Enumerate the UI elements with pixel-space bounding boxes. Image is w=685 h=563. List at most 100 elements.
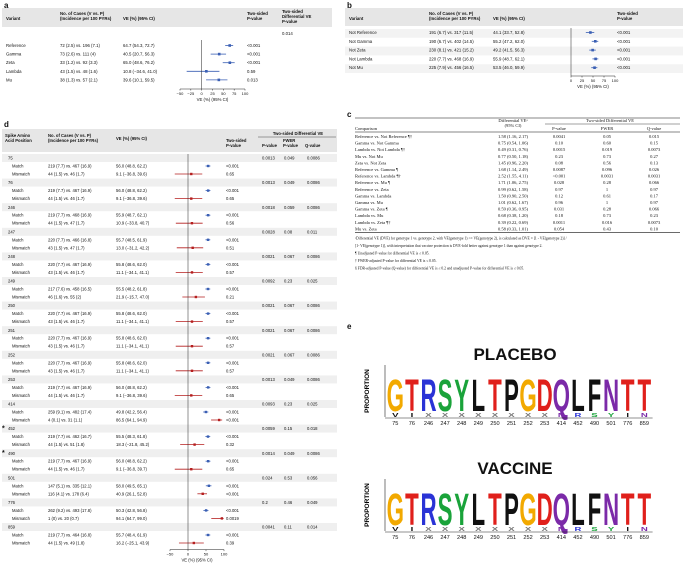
column-header: (Incidence per 100 PYRs) [429, 16, 481, 21]
point-estimate [205, 70, 208, 73]
group-label: Mismatch [12, 467, 31, 472]
p-value: 0.21 [226, 295, 235, 300]
logo-letter: Q [553, 370, 570, 421]
case-count: 219 (7.7) vs. 467 (16.9) [48, 164, 92, 169]
position-tick-label: 490 [590, 421, 599, 427]
case-count: 220 (7.7) vs. 467 (16.9) [48, 360, 92, 365]
logo-minor-letter: X [492, 526, 499, 532]
dve-value: 2.52 (1.55, 4.11) [498, 174, 528, 180]
position-number: 501 [8, 475, 16, 480]
column-header: Two-sided Differential VE [273, 131, 323, 136]
fwer-value: 0.11 [284, 525, 293, 530]
q-value: 0.0086 [307, 303, 320, 308]
q-value: 0.10 [650, 226, 659, 231]
dve-value: 1.50 (0.90, 2.50) [498, 193, 528, 199]
column-header: Two-sided [617, 11, 638, 16]
ve-estimate: 9.1 (−36.8, 39.7) [116, 467, 147, 472]
dve-value: 1.58 (1.16, 2.17) [498, 134, 528, 140]
ve-estimate: 55.9 (48.7, 62.1) [116, 213, 147, 218]
point-estimate [190, 271, 194, 274]
comparison-name: Lambda vs. Not Lambda ¶† [355, 147, 406, 152]
footnote: § FDR-adjusted P-value (Q-value) for dif… [355, 266, 524, 270]
q-value: 0.0086 [307, 254, 320, 259]
group-label: Match [12, 459, 24, 464]
group-label: Match [12, 188, 24, 193]
position-tick-label: 414 [557, 421, 566, 427]
position-tick-label: 251 [507, 535, 516, 541]
p-value: <0.001 [226, 311, 240, 316]
p-value: <0.001 [226, 483, 240, 488]
fwer-value: 0.05 [603, 134, 612, 139]
logo-letter: T [488, 484, 502, 535]
fwer-value: 0.28 [603, 180, 612, 185]
ve-estimate: 9.1 (−36.8, 39.6) [116, 393, 147, 398]
ve-estimate: 49.8 (42.2, 56.4) [116, 410, 147, 415]
p-value: <0.001 [247, 52, 261, 57]
logo-letter: T [637, 370, 651, 421]
position-tick-label: 250 [490, 421, 499, 427]
logo-letter: T [637, 484, 651, 535]
ve-estimate: 39.6 (10.1, 59.5) [123, 77, 155, 82]
position-number: 249 [8, 279, 16, 284]
logo-letter: R [420, 484, 436, 535]
p-value: <0.001 [226, 508, 240, 513]
case-count: 219 (7.7) vs. 464 (16.8) [48, 533, 92, 538]
logo-minor-letter: V [392, 412, 399, 418]
panel-d: d Spike Amino Acid Position No. of Cases (… [2, 120, 337, 563]
position-number: 250 [8, 303, 16, 308]
q-value: 0.056 [307, 475, 318, 480]
case-count: 43 (1.5) vs. 46 (1.7) [48, 368, 85, 373]
case-count: 259 (9.1) vs. 482 (17.4) [48, 410, 92, 415]
case-count: 44 (1.5) vs. 51 (1.8) [48, 442, 85, 447]
case-count: 43 (1.5) vs. 47 (1.7) [48, 245, 85, 250]
q-value: 0.049 [307, 500, 318, 505]
fwer-value: 0.059 [284, 205, 295, 210]
column-header: Acid Position [5, 138, 32, 143]
p-value: 0.12 [555, 193, 563, 198]
ve-estimate: 13.0 (−31.2, 42.2) [116, 245, 150, 250]
position-number: 452 [8, 426, 16, 431]
fwer-value: 0.73 [603, 154, 612, 159]
p-value: 0.32 [226, 442, 235, 447]
p-value: <0.001 [247, 43, 261, 48]
point-estimate [206, 312, 210, 315]
point-estimate [228, 44, 232, 47]
p-value: 0.57 [226, 344, 235, 349]
case-count: 219 (7.7) vs. 462 (16.7) [48, 434, 92, 439]
p-value: 0.51 [226, 245, 235, 250]
ve-estimate: 11.1 (−34.1, 41.1) [116, 344, 149, 349]
group-label: Match [12, 483, 24, 488]
case-count: 73 (2.6) vs. 111 (4) [60, 52, 96, 57]
logo-minor-letter: R [574, 526, 581, 532]
q-value: 0.0086 [307, 156, 320, 161]
position-tick-label: 252 [523, 535, 532, 541]
ve-estimate: 11.1 (−34.1, 41.1) [116, 368, 149, 373]
differential-p-value: 0.0013 [262, 180, 275, 185]
differential-p-value: 0.0021 [262, 328, 275, 333]
dve-value: 1.01 (0.62, 1.67) [498, 200, 528, 206]
case-count: 219 (7.7) vs. 467 (16.9) [48, 385, 92, 390]
column-header: Two-sided Differential VE [586, 118, 634, 123]
ve-estimate: 10.9 (−33.8, 40.7) [116, 221, 150, 226]
case-count: 220 (7.7) vs. 467 (16.9) [48, 262, 92, 267]
p-value: 0.013 [247, 77, 258, 82]
case-count: 220 (7.7) vs. 466 (16.8) [48, 237, 92, 242]
ve-estimate: 55.8 (48.6, 62.0) [116, 311, 147, 316]
logo-minor-letter: I [626, 526, 629, 532]
ve-estimate: 55.7 (48.4, 61.9) [116, 533, 147, 538]
p-value: 0.18 [555, 213, 564, 218]
logo-letter: T [621, 484, 635, 535]
position-tick-label: 247 [440, 421, 449, 427]
point-estimate [217, 78, 221, 82]
point-estimate [194, 295, 198, 299]
logo-minor-letter: X [525, 412, 532, 418]
ve-estimate: 18.3 (−21.8, 45.2) [116, 442, 150, 447]
fwer-value: 0.067 [284, 254, 295, 259]
q-value: 0.015 [649, 134, 660, 139]
case-count: 219 (7.7) vs. 468 (16.9) [48, 213, 92, 218]
dve-value: 0.75 (0.54, 1.06) [498, 141, 528, 147]
position-tick-label: 76 [409, 421, 415, 427]
logo-minor-letter: Y [608, 412, 615, 418]
p-value: 0.08 [555, 160, 564, 165]
